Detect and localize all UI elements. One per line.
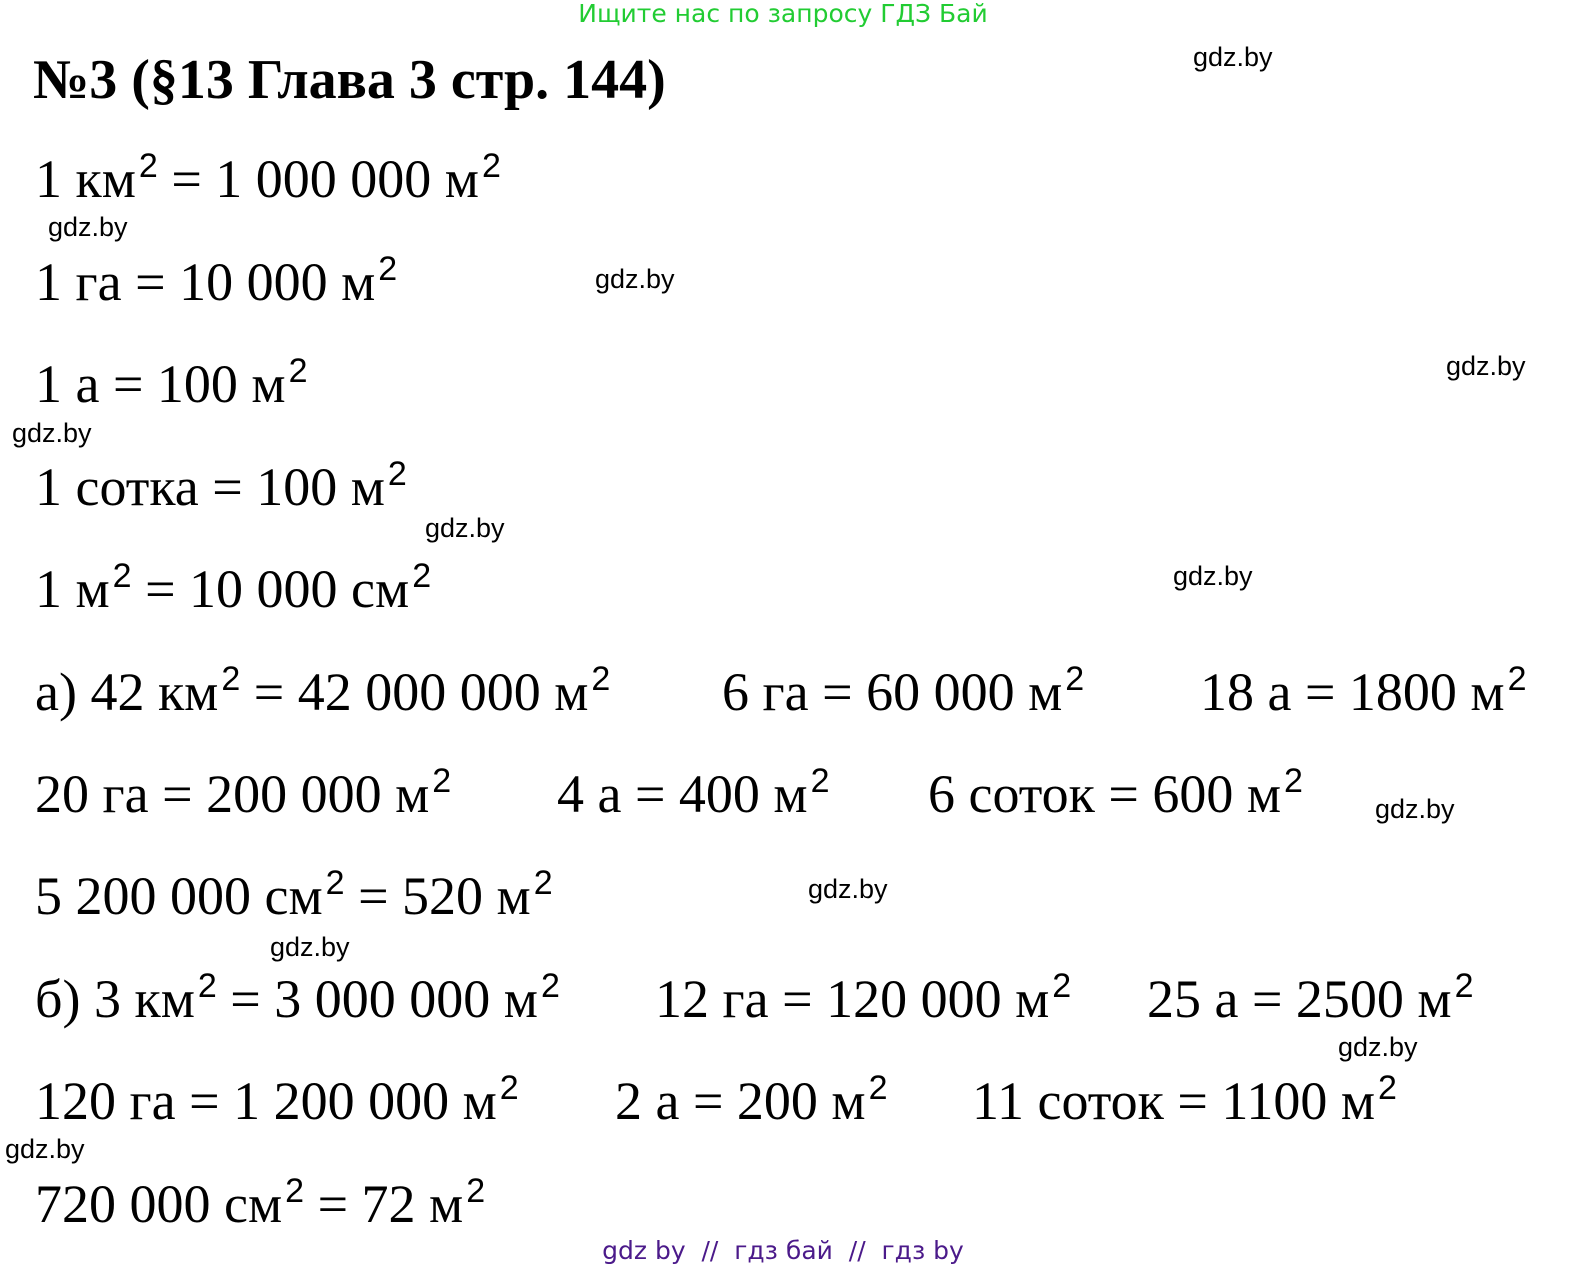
watermark: gdz.by [1375,794,1455,824]
equation: 1 га = 10 000 м2 [35,250,398,312]
watermark: gdz.by [1446,351,1526,381]
equation: 1 м2 = 10 000 см2 [35,557,432,619]
equation: 11 соток = 1100 м2 [972,1069,1397,1131]
footer-watermark: gdz by // гдз бай // гдз by [602,1236,964,1265]
watermark: gdz.by [1173,561,1253,591]
equation: 20 га = 200 000 м2 [35,762,452,824]
equation: 1 сотка = 100 м2 [35,455,407,517]
equation: 1 км2 = 1 000 000 м2 [35,147,501,209]
watermark: gdz.by [1193,42,1273,72]
watermark: gdz.by [48,212,128,242]
watermark: gdz.by [595,264,675,294]
watermark: gdz.by [12,418,92,448]
equation: 2 а = 200 м2 [615,1069,888,1131]
equation: 1 а = 100 м2 [35,352,308,414]
search-banner: Ищите нас по запросу ГДЗ Бай [578,0,988,28]
equation: 6 га = 60 000 м2 [722,660,1085,722]
equation: 6 соток = 600 м2 [928,762,1303,824]
problem-title: №3 (§13 Глава 3 стр. 144) [33,49,666,111]
equation: 720 000 см2 = 72 м2 [35,1172,486,1234]
equation: 120 га = 1 200 000 м2 [35,1069,519,1131]
equation: б) 3 км2 = 3 000 000 м2 [35,967,560,1029]
equation: 4 а = 400 м2 [557,762,830,824]
equation: 5 200 000 см2 = 520 м2 [35,864,553,926]
watermark: gdz.by [1338,1032,1418,1062]
equation: а) 42 км2 = 42 000 000 м2 [35,660,611,722]
equation: 12 га = 120 000 м2 [655,967,1072,1029]
equation: 25 а = 2500 м2 [1147,967,1474,1029]
watermark: gdz.by [425,513,505,543]
watermark: gdz.by [808,874,888,904]
watermark: gdz.by [5,1134,85,1164]
equation: 18 а = 1800 м2 [1200,660,1527,722]
watermark: gdz.by [270,932,350,962]
